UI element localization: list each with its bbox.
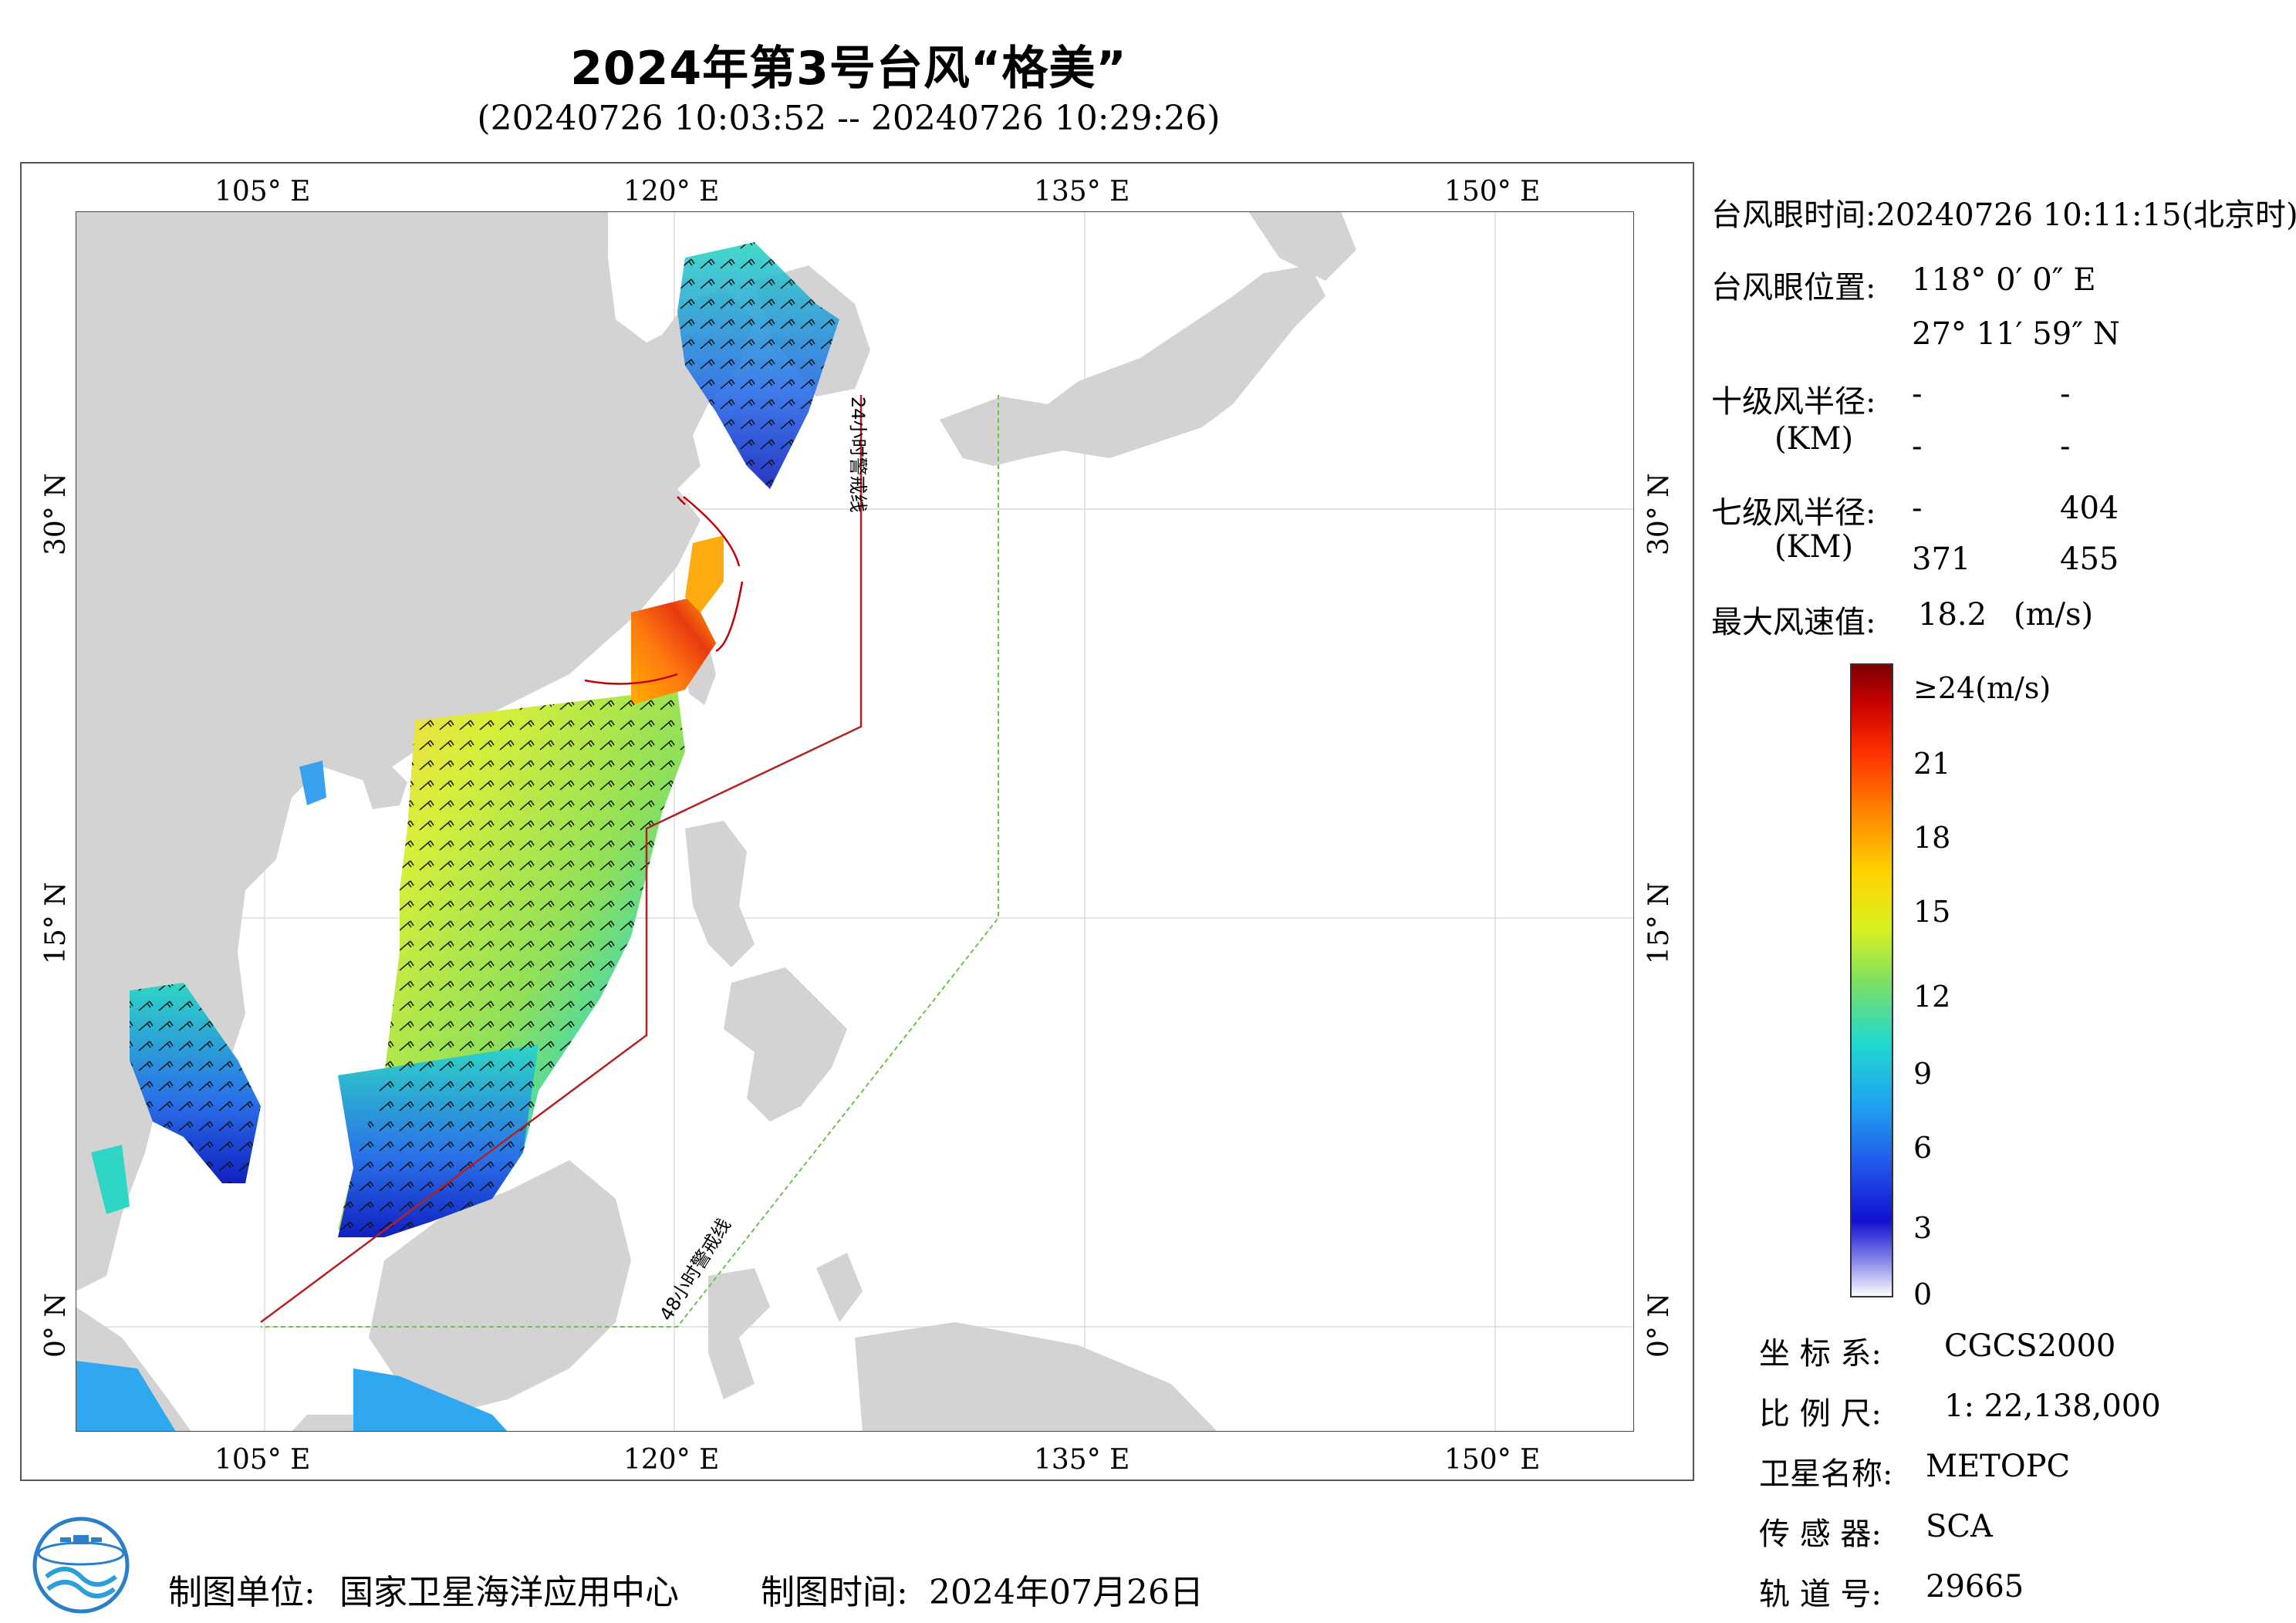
lon-label-top-120: 120° E xyxy=(623,176,720,208)
max-wind-value: 18.2 xyxy=(1918,597,1987,633)
r7-value-2: 404 xyxy=(2060,491,2119,526)
orbit-label: 轨 道 号: xyxy=(1759,1577,1882,1612)
colorbar-tick-18: 18 xyxy=(1913,821,1951,855)
sensor-label: 传 感 器: xyxy=(1759,1517,1882,1552)
map-canvas[interactable]: 24小时警戒线 48小时警戒线 xyxy=(76,211,1634,1432)
lat-label-right-30: 30° N xyxy=(1643,473,1675,555)
map-title: 2024年第3号台风“格美” xyxy=(570,42,1127,96)
producer-value: 国家卫星海洋应用中心 xyxy=(339,1573,679,1612)
satellite-value: METOPC xyxy=(1926,1449,2071,1484)
r7-value-3: 371 xyxy=(1912,542,1971,577)
colorbar-tick-9: 9 xyxy=(1913,1057,1933,1091)
r7-value-1: - xyxy=(1912,491,1923,526)
r10-value-3: - xyxy=(1912,429,1923,464)
r10-value-1: - xyxy=(1912,376,1923,412)
lat-label-left-30: 30° N xyxy=(40,473,72,555)
eye-pos-label: 台风眼位置: xyxy=(1711,270,1876,305)
wind-radius-arcs xyxy=(584,496,744,685)
r7-value-4: 455 xyxy=(2060,542,2119,577)
producer-label: 制图单位: xyxy=(168,1573,316,1612)
colorbar-tick-21: 21 xyxy=(1913,747,1951,781)
map-subtitle: (20240726 10:03:52 -- 20240726 10:29:26) xyxy=(477,99,1221,138)
eye-lon: 118° 0′ 0″ E xyxy=(1912,262,2096,298)
max-wind-label: 最大风速值: xyxy=(1711,605,1876,640)
landmass xyxy=(76,211,1356,1432)
warning-line-48h xyxy=(261,395,999,1328)
r7-km-label: (KM) xyxy=(1774,529,1854,565)
map-frame xyxy=(20,162,1694,1481)
orbit-value: 29665 xyxy=(1926,1569,2024,1604)
eye-lat: 27° 11′ 59″ N xyxy=(1912,316,2120,352)
lon-label-bottom-120: 120° E xyxy=(623,1444,720,1476)
colorbar-tick-12: 12 xyxy=(1913,980,1951,1014)
colorbar-tick-0: 0 xyxy=(1913,1277,1933,1311)
crs-value: CGCS2000 xyxy=(1944,1328,2116,1364)
lon-label-bottom-105: 105° E xyxy=(214,1444,311,1476)
lat-label-left-0: 0° N xyxy=(40,1293,72,1358)
crs-label: 坐 标 系: xyxy=(1759,1336,1882,1372)
warning-24h-label: 24小时警戒线 xyxy=(847,396,869,513)
lat-label-right-15: 15° N xyxy=(1643,882,1675,964)
warning-line-24h xyxy=(260,395,863,1324)
lon-label-top-105: 105° E xyxy=(214,176,311,208)
lon-label-top-135: 135° E xyxy=(1034,176,1130,208)
sensor-value: SCA xyxy=(1926,1509,1993,1544)
production-date-label: 制图时间: xyxy=(761,1573,908,1612)
r10-value-4: - xyxy=(2060,429,2071,464)
scale-value: 1: 22,138,000 xyxy=(1944,1388,2161,1424)
r10-value-2: - xyxy=(2060,376,2071,412)
max-wind-unit: (m/s) xyxy=(2014,597,2094,633)
colorbar-tick-15: 15 xyxy=(1913,895,1951,929)
lon-label-top-150: 150° E xyxy=(1444,176,1541,208)
eye-time: 台风眼时间:20240726 10:11:15(北京时) xyxy=(1711,197,2296,233)
colorbar-tick-3: 3 xyxy=(1913,1211,1933,1245)
colorbar-tick-6: 6 xyxy=(1913,1131,1933,1165)
r7-label: 七级风半径: xyxy=(1711,495,1876,531)
wind-speed-colorbar xyxy=(1850,663,1893,1297)
r10-km-label: (KM) xyxy=(1774,421,1854,457)
lon-label-bottom-135: 135° E xyxy=(1034,1444,1130,1476)
lat-label-left-15: 15° N xyxy=(40,882,72,964)
colorbar-top-label: ≥24(m/s) xyxy=(1913,671,2051,705)
satellite-label: 卫星名称: xyxy=(1759,1456,1893,1492)
lon-label-bottom-150: 150° E xyxy=(1444,1444,1541,1476)
organization-logo xyxy=(32,1517,130,1614)
production-date-value: 2024年07月26日 xyxy=(929,1573,1204,1612)
r10-label: 十级风半径: xyxy=(1711,384,1876,420)
wind-swath xyxy=(76,242,839,1432)
scale-label: 比 例 尺: xyxy=(1759,1396,1882,1432)
lat-label-right-0: 0° N xyxy=(1643,1293,1675,1358)
